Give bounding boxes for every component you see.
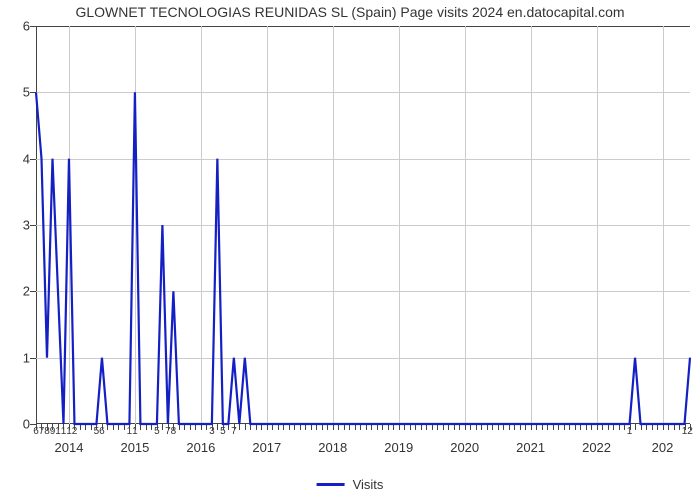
series-line-visits — [36, 92, 690, 424]
xtick-mark — [102, 424, 103, 430]
xtick-mark — [217, 424, 218, 430]
legend-swatch — [317, 483, 345, 486]
ytick-label: 3 — [23, 218, 36, 233]
legend: Visits — [317, 477, 384, 492]
legend-label: Visits — [353, 477, 384, 492]
ytick-label: 1 — [23, 350, 36, 365]
ytick-label: 4 — [23, 151, 36, 166]
xtick-mark — [239, 424, 240, 430]
chart-container: GLOWNET TECNOLOGIAS REUNIDAS SL (Spain) … — [0, 0, 700, 500]
xtick-mark — [36, 424, 37, 430]
xtick-mark — [234, 424, 235, 430]
ytick-label: 5 — [23, 85, 36, 100]
ytick-label: 6 — [23, 19, 36, 34]
ytick-label: 2 — [23, 284, 36, 299]
xtick-mark — [47, 424, 48, 430]
xtick-mark — [162, 424, 163, 430]
xtick-mark — [135, 424, 136, 430]
chart-title: GLOWNET TECNOLOGIAS REUNIDAS SL (Spain) … — [0, 0, 700, 20]
xtick-mark — [173, 424, 174, 430]
xtick-mark — [245, 424, 246, 430]
xtick-mark — [41, 424, 42, 430]
xtick-mark — [58, 424, 59, 430]
xtick-mark — [635, 424, 636, 430]
plot-area: 0123456201420152016201720182019202020212… — [36, 26, 690, 424]
xtick-mark — [69, 424, 70, 430]
xtick-mark — [63, 424, 64, 430]
xtick-mark — [52, 424, 53, 430]
series-layer — [36, 26, 690, 424]
xtick-mark — [690, 424, 691, 430]
xtick-mark — [168, 424, 169, 430]
